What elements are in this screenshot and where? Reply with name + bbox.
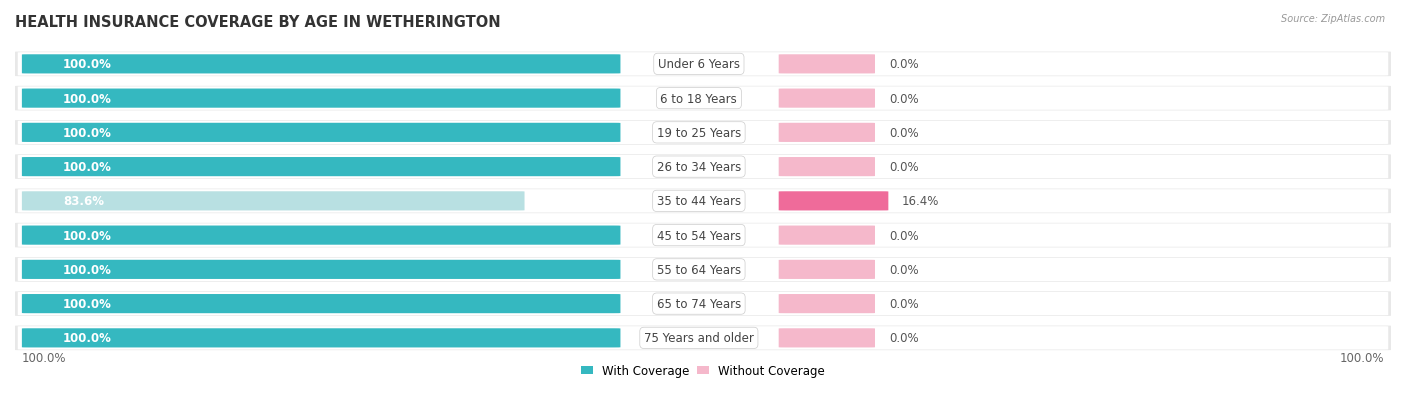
Text: 45 to 54 Years: 45 to 54 Years: [657, 229, 741, 242]
Text: HEALTH INSURANCE COVERAGE BY AGE IN WETHERINGTON: HEALTH INSURANCE COVERAGE BY AGE IN WETH…: [15, 15, 501, 30]
FancyBboxPatch shape: [22, 328, 620, 348]
Text: 26 to 34 Years: 26 to 34 Years: [657, 161, 741, 174]
FancyBboxPatch shape: [779, 192, 889, 211]
FancyBboxPatch shape: [18, 87, 1388, 111]
Text: 100.0%: 100.0%: [63, 229, 112, 242]
FancyBboxPatch shape: [22, 260, 620, 279]
Text: 0.0%: 0.0%: [889, 58, 918, 71]
FancyBboxPatch shape: [779, 226, 875, 245]
FancyBboxPatch shape: [15, 87, 1391, 111]
Text: 16.4%: 16.4%: [903, 195, 939, 208]
Text: 0.0%: 0.0%: [889, 93, 918, 105]
FancyBboxPatch shape: [779, 55, 875, 74]
Text: 0.0%: 0.0%: [889, 332, 918, 344]
FancyBboxPatch shape: [15, 121, 1391, 145]
Text: 19 to 25 Years: 19 to 25 Years: [657, 126, 741, 140]
Text: 100.0%: 100.0%: [1340, 351, 1384, 364]
FancyBboxPatch shape: [15, 292, 1391, 316]
FancyBboxPatch shape: [18, 121, 1388, 145]
FancyBboxPatch shape: [22, 294, 620, 313]
Text: 100.0%: 100.0%: [22, 351, 66, 364]
Text: 100.0%: 100.0%: [63, 93, 112, 105]
Legend: With Coverage, Without Coverage: With Coverage, Without Coverage: [576, 359, 830, 382]
Text: 100.0%: 100.0%: [63, 263, 112, 276]
Text: 75 Years and older: 75 Years and older: [644, 332, 754, 344]
FancyBboxPatch shape: [18, 292, 1388, 316]
FancyBboxPatch shape: [779, 294, 875, 313]
FancyBboxPatch shape: [22, 226, 620, 245]
Text: 55 to 64 Years: 55 to 64 Years: [657, 263, 741, 276]
Text: 0.0%: 0.0%: [889, 297, 918, 310]
FancyBboxPatch shape: [22, 158, 620, 177]
FancyBboxPatch shape: [15, 189, 1391, 214]
Text: 100.0%: 100.0%: [63, 58, 112, 71]
FancyBboxPatch shape: [15, 155, 1391, 180]
Text: 100.0%: 100.0%: [63, 297, 112, 310]
FancyBboxPatch shape: [779, 123, 875, 142]
Text: 0.0%: 0.0%: [889, 263, 918, 276]
FancyBboxPatch shape: [779, 328, 875, 348]
Text: 35 to 44 Years: 35 to 44 Years: [657, 195, 741, 208]
Text: 100.0%: 100.0%: [63, 126, 112, 140]
Text: 83.6%: 83.6%: [63, 195, 104, 208]
Text: 0.0%: 0.0%: [889, 229, 918, 242]
Text: 100.0%: 100.0%: [63, 332, 112, 344]
FancyBboxPatch shape: [18, 190, 1388, 213]
FancyBboxPatch shape: [18, 326, 1388, 350]
FancyBboxPatch shape: [15, 257, 1391, 282]
Text: Under 6 Years: Under 6 Years: [658, 58, 740, 71]
FancyBboxPatch shape: [18, 156, 1388, 179]
FancyBboxPatch shape: [15, 52, 1391, 77]
FancyBboxPatch shape: [22, 123, 620, 142]
FancyBboxPatch shape: [22, 55, 620, 74]
Text: 0.0%: 0.0%: [889, 161, 918, 174]
Text: 0.0%: 0.0%: [889, 126, 918, 140]
FancyBboxPatch shape: [779, 89, 875, 109]
FancyBboxPatch shape: [779, 260, 875, 279]
FancyBboxPatch shape: [18, 258, 1388, 281]
FancyBboxPatch shape: [779, 158, 875, 177]
FancyBboxPatch shape: [22, 89, 620, 109]
FancyBboxPatch shape: [15, 326, 1391, 350]
Text: 6 to 18 Years: 6 to 18 Years: [661, 93, 737, 105]
Text: Source: ZipAtlas.com: Source: ZipAtlas.com: [1281, 14, 1385, 24]
FancyBboxPatch shape: [18, 53, 1388, 76]
FancyBboxPatch shape: [15, 223, 1391, 248]
Text: 100.0%: 100.0%: [63, 161, 112, 174]
FancyBboxPatch shape: [18, 224, 1388, 247]
FancyBboxPatch shape: [22, 192, 524, 211]
Text: 65 to 74 Years: 65 to 74 Years: [657, 297, 741, 310]
